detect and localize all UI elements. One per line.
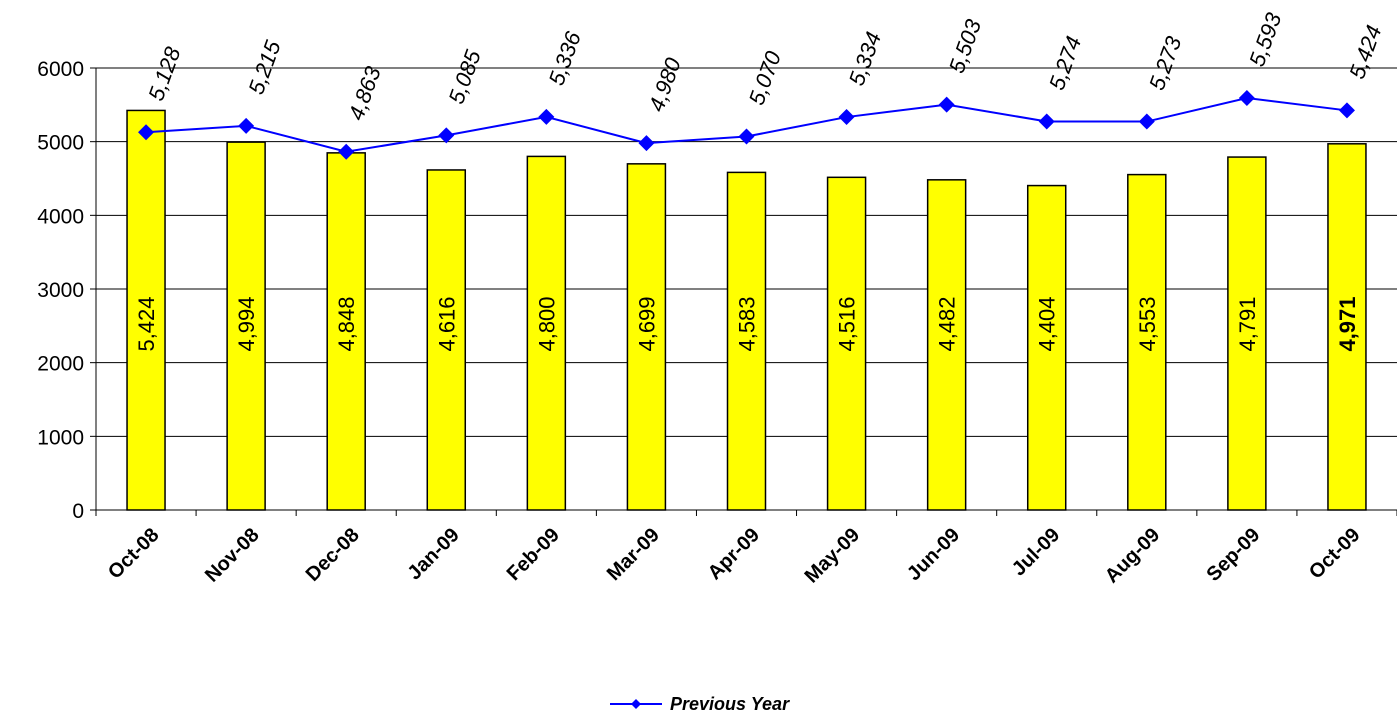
bar-value-label: 4,482 <box>935 296 960 351</box>
line-point <box>938 96 955 113</box>
bar <box>726 171 767 511</box>
line-value-label: 4,980 <box>644 54 687 115</box>
x-tick-label: Oct-08 <box>104 524 164 584</box>
line-value-label: 5,070 <box>744 47 787 108</box>
bar-value-label: 4,553 <box>1135 296 1160 351</box>
x-tick-label: Jan-09 <box>403 524 463 584</box>
line-point <box>1038 113 1055 130</box>
bar-value-label: 4,404 <box>1035 296 1060 351</box>
bar <box>926 179 967 511</box>
bar-value-label: 4,971 <box>1335 296 1360 351</box>
bar-value-label: 4,516 <box>835 296 860 351</box>
bar-value-label: 4,583 <box>735 296 760 351</box>
line-point <box>438 127 455 144</box>
line-point <box>1138 113 1155 130</box>
y-axis-ticks: 0 1000 2000 3000 4000 5000 6000 <box>37 58 96 523</box>
legend-marker <box>631 699 641 709</box>
line-value-label: 5,424 <box>1344 22 1386 82</box>
line-point <box>138 124 155 141</box>
line-value-label: 5,334 <box>844 28 886 88</box>
bar-value-label: 4,699 <box>634 296 659 351</box>
y-tick-label: 0 <box>72 500 84 523</box>
bar-value-label: 4,791 <box>1235 296 1260 351</box>
bar-value-label: 4,994 <box>234 296 259 351</box>
bar <box>526 155 567 511</box>
line-point <box>1238 89 1255 106</box>
y-tick-label: 6000 <box>37 58 84 81</box>
bar <box>326 152 366 511</box>
legend-label: Previous Year <box>670 694 790 714</box>
x-tick-label: Jun-09 <box>903 524 964 585</box>
line-point <box>338 143 355 160</box>
bar-value-label: 4,616 <box>434 296 459 351</box>
line-point <box>638 135 655 152</box>
x-tick-label: Aug-09 <box>1101 524 1164 587</box>
line-point <box>838 109 855 126</box>
x-tick-label: Feb-09 <box>503 524 564 585</box>
line-value-label: 5,128 <box>143 43 186 104</box>
bar <box>1327 143 1367 511</box>
bar <box>826 176 867 511</box>
line-value-label: 5,215 <box>243 37 286 98</box>
line-point <box>238 117 255 134</box>
x-tick-label: Oct-09 <box>1305 524 1365 584</box>
line-value-label: 5,273 <box>1144 32 1187 93</box>
y-tick-label: 3000 <box>37 279 84 302</box>
x-tick-label: Apr-09 <box>704 524 764 584</box>
line-value-label: 5,274 <box>1044 33 1086 93</box>
bar-value-label: 4,800 <box>534 296 559 351</box>
line-value-label: 5,593 <box>1244 9 1287 70</box>
x-tick-label: May-09 <box>801 524 865 588</box>
y-tick-label: 1000 <box>37 426 84 449</box>
line-point <box>738 128 755 145</box>
axes <box>95 68 1397 511</box>
x-tick-label: Sep-09 <box>1202 524 1264 586</box>
line-value-label: 5,336 <box>544 28 587 89</box>
line-value-label: 5,085 <box>443 46 486 107</box>
x-tick-label: Jul-09 <box>1008 524 1064 580</box>
line-point <box>1338 102 1355 119</box>
line-series: 5,128 5,215 4,863 5,085 5,336 4,980 5,070 5,334… <box>138 9 1386 160</box>
x-tick-label: Dec-08 <box>302 524 364 586</box>
bar-value-label: 4,848 <box>334 296 359 351</box>
line-value-label: 5,503 <box>944 15 987 76</box>
bar-value-label: 5,424 <box>134 296 159 351</box>
bar <box>126 109 166 511</box>
bar <box>1127 173 1167 511</box>
bar-series: 5,424 4,994 4,848 4,616 4,800 4,699 4,583 4,516… <box>126 109 1367 511</box>
x-axis-ticks: Oct-08 Nov-08 Dec-08 Jan-09 Feb-09 Mar-09 Apr-… <box>95 510 1397 588</box>
x-tick-label: Mar-09 <box>603 524 664 585</box>
line-value-label: 4,863 <box>343 62 386 123</box>
y-tick-label: 2000 <box>37 353 84 376</box>
line-point <box>538 108 555 125</box>
legend: Previous Year <box>610 694 790 714</box>
y-tick-label: 4000 <box>37 205 84 228</box>
x-tick-label: Nov-08 <box>201 524 264 587</box>
y-tick-label: 5000 <box>37 132 84 155</box>
